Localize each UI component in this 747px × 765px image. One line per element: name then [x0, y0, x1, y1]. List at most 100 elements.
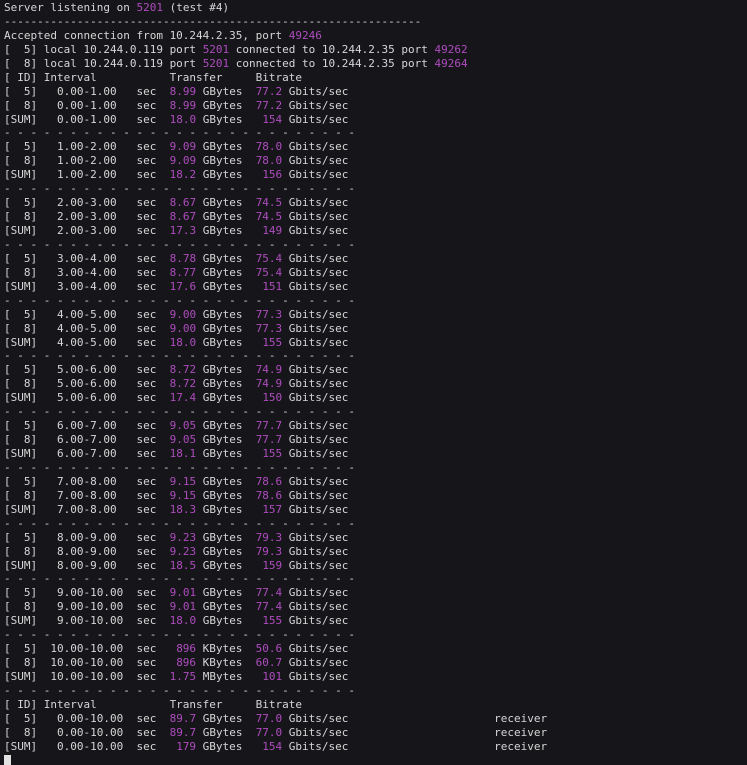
terminal-text-magenta: 9.00: [169, 321, 197, 335]
terminal-text: [ 8] 0.00-1.00 sec: [4, 98, 170, 112]
terminal-line: Accepted connection from 10.244.2.35, po…: [4, 29, 747, 43]
terminal-line: [ 5] 0.00-1.00 sec 8.99 GBytes 77.2 Gbit…: [4, 85, 747, 99]
terminal-line: [ 8] 6.00-7.00 sec 9.05 GBytes 77.7 Gbit…: [4, 433, 747, 447]
terminal-text: GBytes: [196, 279, 263, 293]
terminal-text: Gbits/sec: [282, 558, 349, 572]
terminal-text: GBytes: [196, 210, 256, 224]
terminal-line: [ 5] 9.00-10.00 sec 9.01 GBytes 77.4 Gbi…: [4, 586, 747, 600]
terminal-text: [ 8] 10.00-10.00 sec: [4, 656, 177, 670]
terminal-text: [ 8] 7.00-8.00 sec: [4, 488, 170, 502]
terminal-text: Accepted connection from 10.244.2.35, po…: [4, 28, 289, 42]
terminal-text: [SUM] 0.00-10.00 sec: [4, 739, 177, 753]
terminal-text-magenta: 896: [176, 656, 197, 670]
terminal-text: [ 8] 8.00-9.00 sec: [4, 544, 170, 558]
terminal-text-magenta: 17.3: [169, 224, 197, 237]
terminal-text-magenta: 896: [176, 642, 197, 656]
terminal-text: connected to 10.244.2.35 port: [229, 56, 435, 70]
terminal-text: Gbits/sec: [282, 251, 349, 265]
terminal-text: GBytes: [196, 196, 256, 210]
terminal-text-magenta: 8.99: [169, 98, 197, 112]
terminal-text: KBytes: [196, 656, 256, 670]
terminal-text-magenta: 74.9: [255, 363, 283, 377]
terminal-text-magenta: 79.3: [255, 530, 283, 544]
terminal-text-magenta: 18.5: [169, 558, 197, 572]
terminal-text: GBytes: [196, 321, 256, 335]
terminal-line: [SUM] 9.00-10.00 sec 18.0 GBytes 155 Gbi…: [4, 614, 747, 628]
terminal-text: [SUM] 10.00-10.00 sec: [4, 670, 170, 683]
terminal-line: [SUM] 0.00-1.00 sec 18.0 GBytes 154 Gbit…: [4, 113, 747, 127]
terminal-text: [SUM] 7.00-8.00 sec: [4, 502, 170, 516]
terminal-text: [ 8] 4.00-5.00 sec: [4, 321, 170, 335]
terminal-line: [ ID] Interval Transfer Bitrate: [4, 71, 747, 85]
terminal-line: [ 5] 8.00-9.00 sec 9.23 GBytes 79.3 Gbit…: [4, 531, 747, 545]
terminal-text-magenta: 101: [262, 670, 283, 683]
terminal-line: [SUM] 2.00-3.00 sec 17.3 GBytes 149 Gbit…: [4, 224, 747, 238]
terminal-text: GBytes: [196, 447, 263, 460]
terminal-text-magenta: 159: [262, 558, 283, 572]
terminal-text-magenta: 1.75: [169, 670, 197, 683]
terminal-line: [SUM] 8.00-9.00 sec 18.5 GBytes 159 Gbit…: [4, 559, 747, 573]
terminal-text-magenta: 8.67: [169, 196, 197, 210]
terminal-text: Gbits/sec: [282, 84, 349, 98]
terminal-text-magenta: 75.4: [255, 251, 283, 265]
terminal-text: Gbits/sec: [282, 265, 349, 279]
terminal-text: - - - - - - - - - - - - - - - - - - - - …: [4, 237, 355, 251]
terminal-text-magenta: 154: [262, 112, 283, 126]
terminal-text: - - - - - - - - - - - - - - - - - - - - …: [4, 683, 355, 697]
terminal-text-magenta: 77.4: [255, 586, 283, 600]
terminal-text: Gbits/sec: [282, 586, 349, 600]
terminal-line: - - - - - - - - - - - - - - - - - - - - …: [4, 684, 747, 698]
terminal-text-magenta: 149: [262, 224, 283, 237]
terminal-line: [ 8] 2.00-3.00 sec 8.67 GBytes 74.5 Gbit…: [4, 210, 747, 224]
terminal-text-magenta: 78.6: [255, 474, 283, 488]
terminal-line: [4, 754, 747, 765]
terminal-text-magenta: 18.0: [169, 614, 197, 628]
terminal-text: GBytes: [196, 544, 256, 558]
terminal-text: [ 5] 8.00-9.00 sec: [4, 530, 170, 544]
terminal-line: [ 8] 3.00-4.00 sec 8.77 GBytes 75.4 Gbit…: [4, 266, 747, 280]
terminal-line: [ 5] 7.00-8.00 sec 9.15 GBytes 78.6 Gbit…: [4, 475, 747, 489]
terminal-text: - - - - - - - - - - - - - - - - - - - - …: [4, 349, 355, 363]
terminal-text: Gbits/sec: [282, 377, 349, 391]
terminal-text-magenta: 9.15: [169, 474, 197, 488]
terminal-text: Gbits/sec: [282, 196, 349, 210]
terminal-text: [ 8] 9.00-10.00 sec: [4, 600, 170, 614]
terminal-line: [ 8] 0.00-10.00 sec 89.7 GBytes 77.0 Gbi…: [4, 726, 747, 740]
terminal-text: GBytes: [196, 335, 263, 349]
terminal-text: [SUM] 3.00-4.00 sec: [4, 279, 170, 293]
terminal-text: GBytes: [196, 154, 256, 168]
terminal-text: [ 5] 1.00-2.00 sec: [4, 140, 170, 154]
terminal-text-magenta: 9.23: [169, 544, 197, 558]
terminal-line: [SUM] 0.00-10.00 sec 179 GBytes 154 Gbit…: [4, 740, 747, 754]
terminal-text-magenta: 5201: [202, 42, 230, 56]
terminal-text-magenta: 9.00: [169, 307, 197, 321]
terminal-text-magenta: 157: [262, 502, 283, 516]
terminal-text: GBytes: [196, 112, 263, 126]
terminal-text-magenta: 9.05: [169, 419, 197, 433]
terminal-text: Gbits/sec: [282, 656, 349, 670]
terminal-line: [ 5] 5.00-6.00 sec 8.72 GBytes 74.9 Gbit…: [4, 363, 747, 377]
terminal-text: [ 5] 7.00-8.00 sec: [4, 474, 170, 488]
terminal-text: GBytes: [196, 307, 256, 321]
terminal-line: [ 5] 4.00-5.00 sec 9.00 GBytes 77.3 Gbit…: [4, 308, 747, 322]
terminal-text-magenta: 5201: [136, 1, 163, 14]
terminal-text: Gbits/sec: [282, 140, 349, 154]
terminal-text: Server listening on: [4, 1, 137, 14]
terminal-text-magenta: 74.9: [255, 377, 283, 391]
terminal-text: KBytes: [196, 642, 256, 656]
terminal-text: GBytes: [196, 224, 263, 237]
terminal-text: [ 8] local 10.244.0.119 port: [4, 56, 203, 70]
terminal-line: [ 8] 7.00-8.00 sec 9.15 GBytes 78.6 Gbit…: [4, 489, 747, 503]
terminal-text-magenta: 18.3: [169, 502, 197, 516]
terminal-text: [ 5] 5.00-6.00 sec: [4, 363, 170, 377]
terminal-text: GBytes: [196, 265, 256, 279]
terminal-text: Gbits/sec: [282, 279, 349, 293]
terminal-text: GBytes: [196, 739, 263, 753]
terminal-text-magenta: 18.0: [169, 112, 197, 126]
terminal-text: GBytes: [196, 474, 256, 488]
terminal-text: GBytes: [196, 391, 263, 405]
terminal-text-magenta: 17.4: [169, 391, 197, 405]
terminal-text: [ 5] 9.00-10.00 sec: [4, 586, 170, 600]
terminal-text-magenta: 151: [262, 279, 283, 293]
